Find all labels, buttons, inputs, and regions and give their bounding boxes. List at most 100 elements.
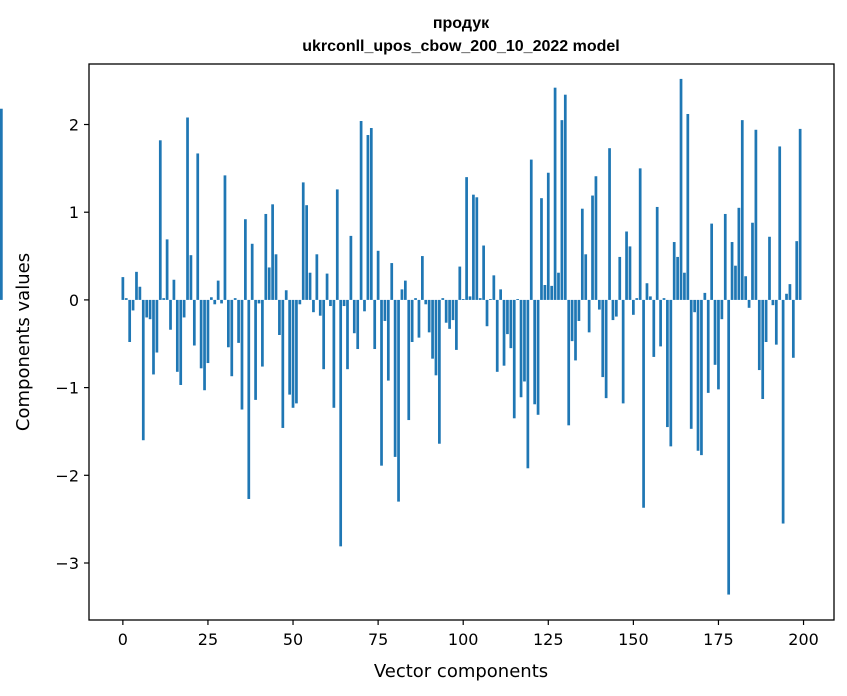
bar — [298, 299, 302, 305]
x-tick-label: 200 — [788, 630, 819, 649]
x-tick-label: 100 — [448, 630, 479, 649]
bar — [288, 299, 291, 395]
bar — [512, 299, 516, 419]
bar — [553, 87, 557, 300]
bar — [386, 299, 390, 381]
bar — [720, 299, 724, 320]
bar — [495, 299, 499, 372]
bar — [247, 299, 251, 499]
bar — [608, 148, 611, 300]
x-tick-label: 175 — [703, 630, 734, 649]
bar — [744, 276, 748, 300]
bar — [574, 299, 577, 361]
bar — [318, 299, 322, 316]
bar — [403, 280, 407, 300]
bar — [329, 299, 332, 307]
bar — [601, 299, 605, 378]
bar — [444, 299, 448, 323]
bar — [199, 299, 203, 369]
bar — [523, 299, 526, 382]
y-axis-label: Components values — [13, 253, 34, 431]
bar — [369, 128, 373, 300]
bar — [359, 121, 363, 300]
bar — [158, 140, 162, 300]
bar — [356, 299, 360, 350]
bar — [278, 299, 281, 335]
y-tick-label: −2 — [55, 466, 79, 485]
y-tick-label: 2 — [69, 116, 79, 135]
bar — [352, 299, 356, 334]
bar — [281, 299, 285, 428]
bar — [632, 299, 635, 315]
bar — [570, 299, 574, 342]
bar — [747, 299, 751, 308]
bar — [124, 298, 128, 300]
bar — [597, 299, 601, 310]
bar — [662, 298, 666, 300]
bar — [580, 208, 584, 300]
bar — [230, 299, 234, 377]
bar — [489, 299, 492, 300]
bar — [421, 256, 424, 300]
bar — [618, 256, 622, 300]
bar — [768, 236, 771, 300]
bar — [696, 299, 700, 451]
bar — [209, 297, 213, 300]
x-axis-label: Vector components — [374, 661, 548, 682]
bar — [196, 153, 200, 300]
bar — [451, 299, 455, 321]
bar — [669, 299, 673, 447]
bar — [267, 267, 271, 300]
bar — [604, 299, 608, 399]
bar — [363, 299, 366, 312]
bar — [734, 265, 737, 300]
bar — [424, 299, 428, 305]
bar — [723, 213, 727, 300]
bar — [693, 299, 696, 313]
bar — [778, 146, 782, 300]
bar — [189, 255, 193, 300]
bar — [131, 299, 135, 311]
bar — [642, 299, 645, 508]
bar — [227, 299, 230, 348]
bar — [291, 299, 295, 408]
bar — [261, 299, 264, 367]
bar — [499, 289, 502, 300]
bar — [703, 292, 707, 300]
chart-title-line1: продук — [433, 15, 490, 32]
bar — [376, 250, 380, 300]
bar — [455, 299, 458, 350]
bar — [540, 198, 543, 300]
bar — [560, 120, 564, 300]
chart-title-line2: ukrconll_upos_cbow_200_10_2022 model — [302, 38, 619, 55]
bar — [390, 263, 394, 300]
bar — [240, 299, 244, 410]
bar — [465, 177, 468, 300]
bar — [342, 299, 346, 307]
bar — [162, 298, 166, 300]
bar — [628, 246, 632, 300]
bar — [519, 299, 523, 398]
bar — [431, 299, 434, 359]
bar — [407, 299, 411, 421]
bar — [683, 272, 686, 300]
bar — [751, 222, 754, 300]
bar — [312, 299, 315, 313]
bar — [706, 299, 710, 393]
bar — [638, 168, 642, 300]
bar — [587, 299, 591, 333]
y-tick-label: 1 — [69, 203, 79, 222]
bar — [645, 283, 649, 300]
bar — [584, 254, 588, 300]
bar — [213, 299, 217, 305]
bar — [666, 299, 669, 428]
bar — [223, 175, 227, 300]
bar — [591, 195, 594, 300]
bar — [441, 298, 445, 300]
bar — [121, 277, 125, 300]
bar — [393, 299, 397, 457]
bar — [689, 299, 693, 429]
bar — [179, 299, 183, 385]
bar — [383, 299, 387, 321]
